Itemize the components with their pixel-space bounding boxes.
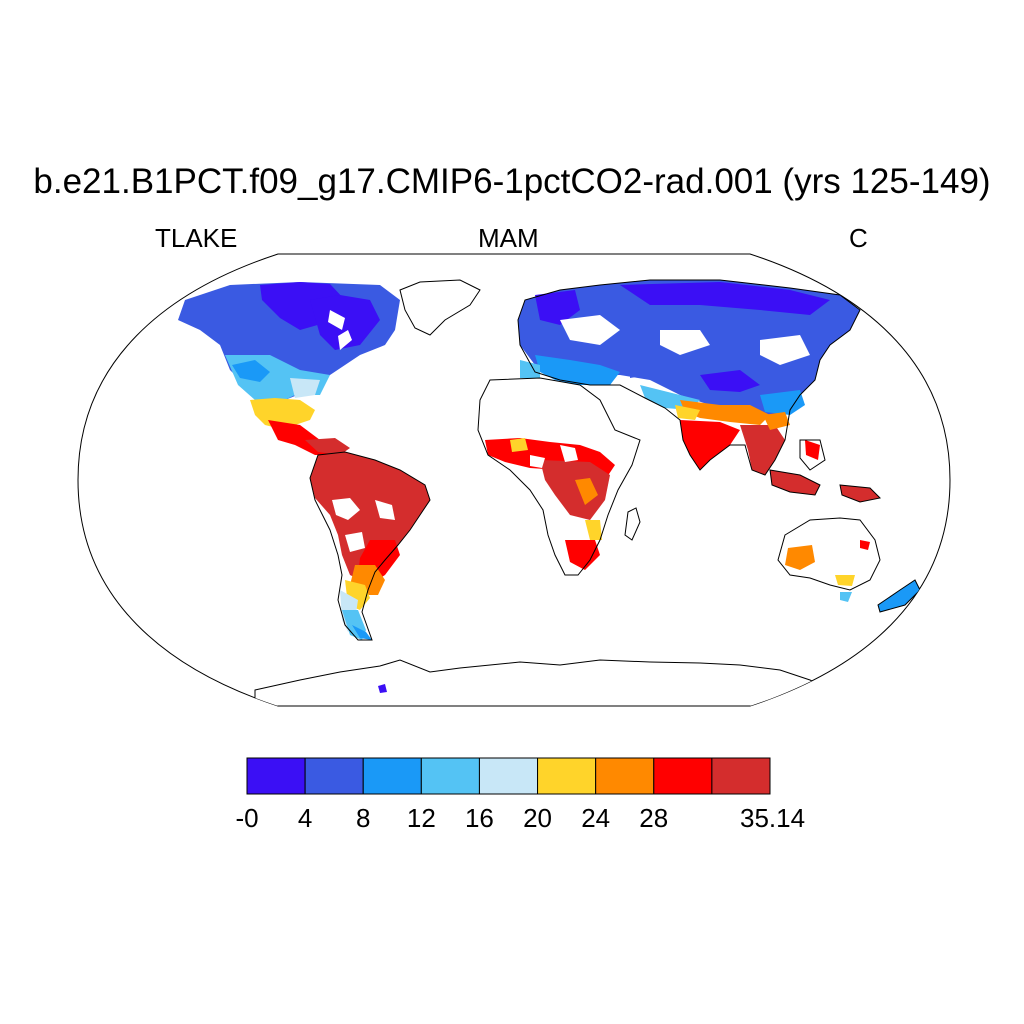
- season-label: MAM: [478, 223, 539, 253]
- map-title: b.e21.B1PCT.f09_g17.CMIP6-1pctCO2-rad.00…: [33, 162, 991, 201]
- colorbar-swatch: [653, 757, 713, 795]
- variable-label: TLAKE: [155, 223, 238, 253]
- new-zealand: [877, 579, 921, 613]
- region-africa: [478, 378, 640, 575]
- africa-outline: [477, 377, 641, 576]
- colorbar: [246, 757, 771, 795]
- colorbar-tick-label: 12: [406, 803, 436, 833]
- colorbar-swatch: [304, 757, 364, 795]
- colorbar-swatch: [362, 757, 422, 795]
- colorbar-swatch: [420, 757, 480, 795]
- colorbar-tick-label: 8: [355, 803, 371, 833]
- colorbar-tick-label: 16: [464, 803, 494, 833]
- colorbar-tick-label: 4: [297, 803, 313, 833]
- colorbar-swatch: [478, 757, 539, 795]
- antarctica-lake: [378, 684, 387, 693]
- eurasia-outline: [517, 279, 861, 476]
- colorbar-tick-label: 35.14: [740, 803, 806, 833]
- australia-outline: [777, 517, 881, 591]
- units-label: C: [849, 223, 868, 253]
- colorbar-tick-label: 28: [639, 803, 669, 833]
- madagascar-outline: [624, 507, 641, 541]
- region-australia: [778, 518, 880, 602]
- colorbar-swatch: [595, 757, 655, 795]
- south-america-outline: [309, 451, 431, 641]
- region-eurasia: [518, 280, 860, 475]
- colorbar-tick-label: -0: [235, 803, 259, 833]
- colorbar-swatch: [711, 757, 771, 795]
- colorbar-swatch: [246, 757, 306, 795]
- maritime-asia-outline: [769, 439, 882, 503]
- greenland-outline: [399, 279, 481, 336]
- colorbar-swatch: [537, 757, 597, 795]
- region-north-america: [178, 282, 400, 455]
- colorbar-tick-label: 24: [581, 803, 611, 833]
- colorbar-tick-label: 20: [523, 803, 553, 833]
